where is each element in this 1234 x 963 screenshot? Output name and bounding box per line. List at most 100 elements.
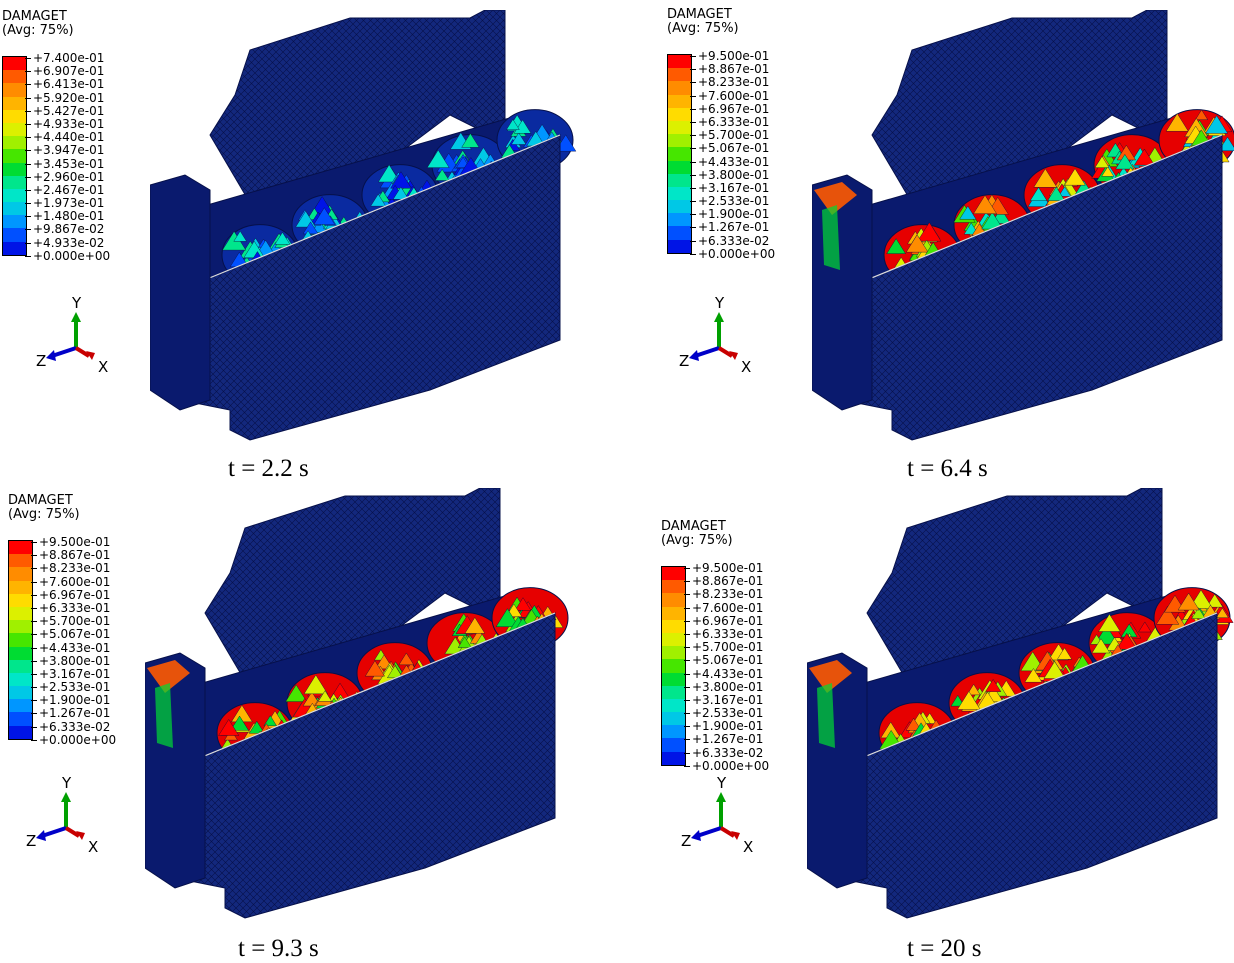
legend: DAMAGET (Avg: 75%) +9.500e-01 +8.867e-01 +8.… [8,493,148,747]
colorbar-swatch [662,646,685,660]
y-axis-arrow [61,792,71,828]
legend-subtitle: (Avg: 75%) [8,507,80,522]
legend: DAMAGET (Avg: 75%) +9.500e-01 +8.867e-01 +8.… [661,519,801,773]
y-axis-label: Y [71,294,82,312]
legend-value: +6.967e-01 [689,102,775,116]
z-axis-label: Z [681,832,691,850]
colorbar-swatch [662,567,685,581]
legend-value: +5.920e-01 [24,91,110,105]
colorbar-swatch [668,120,691,135]
legend-value: +0.000e+00 [30,733,116,747]
legend-title: DAMAGET [8,493,73,508]
x-axis-arrow [74,346,95,360]
colorbar [667,54,692,254]
legend-value: +9.500e-01 [30,535,116,549]
legend-value: +3.453e-01 [24,157,110,171]
legend-value: +3.947e-01 [24,144,110,157]
legend-value: +0.000e+00 [683,759,769,773]
legend-value: +0.000e+00 [689,247,775,261]
colorbar-swatch [9,541,32,555]
colorbar-swatch [668,160,691,174]
legend-subtitle: (Avg: 75%) [2,23,74,38]
legend-value: +1.900e-01 [30,694,116,707]
axis-triad: Y Z X [679,294,751,376]
colorbar-swatch [668,213,691,227]
legend-value: +4.933e-01 [24,117,110,131]
colorbar-swatch [3,175,26,189]
legend-title: DAMAGET [661,519,726,534]
colorbar-swatch [668,173,691,187]
colorbar-swatch [3,202,26,216]
colorbar-swatch [9,567,32,581]
colorbar-swatch [9,620,32,634]
legend-value: +2.533e-01 [689,194,775,208]
legend-value: +5.700e-01 [30,614,116,628]
colorbar-swatch [662,580,685,594]
colorbar-swatch [9,725,32,739]
legend-value: +5.067e-01 [683,654,769,667]
colorbar-swatch [9,712,32,726]
colorbar [8,540,33,740]
legend-value: +1.900e-01 [689,208,775,221]
colorbar-swatch [3,215,26,229]
legend-subtitle: (Avg: 75%) [667,21,739,36]
colorbar-swatch [662,632,685,647]
legend-value: +8.233e-01 [689,76,775,89]
x-axis-label: X [98,358,108,376]
legend-value: +6.333e-02 [30,720,116,734]
legend-value: +0.000e+00 [24,249,110,263]
colorbar [661,566,686,766]
legend-value: +1.480e-01 [24,210,110,223]
legend-value: +5.700e-01 [683,640,769,654]
legend-value: +8.867e-01 [683,574,769,588]
legend: DAMAGET (Avg: 75%) +9.500e-01 +8.867e-01 +8.… [667,8,807,261]
axis-triad: Y Z X [681,774,753,856]
legend-value: +4.433e-01 [683,667,769,681]
x-axis-arrow [64,826,85,840]
time-caption: t = 9.3 s [238,935,319,962]
colorbar-swatch [9,554,32,568]
colorbar-swatch [3,96,26,110]
legend-value: +7.600e-01 [30,575,116,589]
legend-value: +1.267e-01 [689,221,775,234]
legend-value: +9.500e-01 [683,561,769,575]
colorbar-swatch [662,606,685,620]
time-caption: t = 20 s [907,935,982,962]
fe-model [150,10,577,441]
panel-4: DAMAGET (Avg: 75%) +9.500e-01 +8.867e-01 +8.… [617,480,1234,962]
z-axis-arrow [689,346,720,361]
edge-damage [817,683,835,748]
legend-value: +6.333e-02 [689,234,775,248]
y-axis-label: Y [61,774,72,792]
colorbar-swatch [9,659,32,673]
legend-value: +6.907e-01 [24,64,110,78]
legend-value: +6.333e-02 [683,746,769,760]
panel-3: DAMAGET (Avg: 75%) +9.500e-01 +8.867e-01 +8.… [0,480,617,962]
time-caption: t = 6.4 s [907,455,988,482]
colorbar-swatch [662,751,685,765]
legend-value: +8.867e-01 [689,62,775,76]
legend-value: +3.800e-01 [683,680,769,694]
y-axis-arrow [71,312,81,348]
colorbar-swatch [3,149,26,163]
edge-damage [809,660,852,693]
legend-title: DAMAGET [2,9,67,24]
colorbar-swatch [668,134,691,148]
y-axis-label: Y [714,294,725,312]
y-axis-label: Y [716,774,727,792]
legend-value: +8.867e-01 [30,548,116,562]
x-axis-arrow [719,826,740,840]
edge-damage [822,205,840,270]
legend-value: +4.440e-01 [24,130,110,144]
legend-value: +6.333e-01 [689,115,775,129]
x-axis-label: X [741,358,751,376]
colorbar-swatch [3,83,26,97]
axis-triad: Y Z X [26,774,98,856]
colorbar-swatch [9,646,32,660]
colorbar-swatch [662,659,685,673]
colorbar-swatch [3,241,26,255]
colorbar-swatch [3,109,26,123]
x-axis-label: X [88,838,98,856]
legend-value: +6.967e-01 [683,614,769,628]
colorbar-swatch [668,68,691,82]
